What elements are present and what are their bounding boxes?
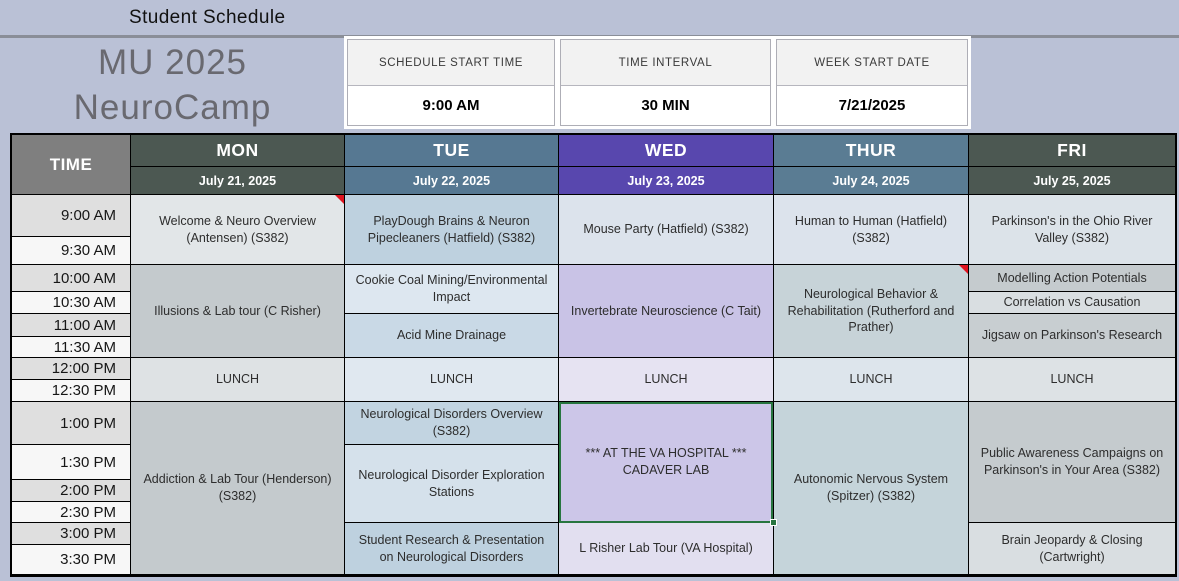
header-divider-line — [0, 35, 1179, 38]
time-cell[interactable]: 10:00 AM — [12, 265, 130, 292]
event-cell-thur-0[interactable]: Human to Human (Hatfield) (S382) — [774, 195, 968, 265]
event-cell-mon-3[interactable]: Addiction & Lab Tour (Henderson) (S382) — [131, 402, 344, 575]
day-column-thur: THUR July 24, 2025 Human to Human (Hatfiel… — [773, 135, 968, 575]
event-cell-fri-3[interactable]: Jigsaw on Parkinson's Research — [969, 314, 1175, 358]
event-cell-mon-1[interactable]: Illusions & Lab tour (C Risher) — [131, 265, 344, 358]
day-date-thur[interactable]: July 24, 2025 — [774, 167, 968, 195]
day-date-fri[interactable]: July 25, 2025 — [969, 167, 1175, 195]
event-cell-thur-1[interactable]: Neurological Behavior & Rehabilitation (… — [774, 265, 968, 358]
event-cell-tue-5[interactable]: Neurological Disorder Exploration Statio… — [345, 445, 558, 523]
time-cell[interactable]: 2:30 PM — [12, 502, 130, 523]
setting-time-interval: TIME INTERVAL 30 MIN — [560, 39, 771, 126]
event-cell-fri-2[interactable]: Correlation vs Causation — [969, 292, 1175, 314]
event-cell-fri-4[interactable]: LUNCH — [969, 358, 1175, 402]
sheet-top-strip: Student Schedule — [0, 0, 1179, 35]
event-cell-fri-6[interactable]: Brain Jeopardy & Closing (Cartwright) — [969, 523, 1175, 575]
day-header-mon[interactable]: MON — [131, 135, 344, 167]
time-cell[interactable]: 1:00 PM — [12, 402, 130, 445]
event-cell-tue-0[interactable]: PlayDough Brains & Neuron Pipecleaners (… — [345, 195, 558, 265]
setting-label: TIME INTERVAL — [561, 40, 770, 86]
event-cell-tue-2[interactable]: Acid Mine Drainage — [345, 314, 558, 358]
selection-fill-handle[interactable] — [770, 519, 777, 526]
day-events-wed: Mouse Party (Hatfield) (S382) Invertebrat… — [559, 195, 777, 575]
event-cell-fri-0[interactable]: Parkinson's in the Ohio River Valley (S3… — [969, 195, 1175, 265]
day-events-thur: Human to Human (Hatfield) (S382) Neurolog… — [774, 195, 968, 575]
event-cell-wed-1[interactable]: Invertebrate Neuroscience (C Tait) — [559, 265, 773, 358]
day-column-mon: MON July 21, 2025 Welcome & Neuro Overview… — [130, 135, 344, 575]
schedule-table: TIME 9:00 AM 9:30 AM 10:00 AM 10:30 AM 11:00… — [10, 133, 1177, 577]
event-cell-mon-2[interactable]: LUNCH — [131, 358, 344, 402]
week-start-date-value[interactable]: 7/21/2025 — [777, 86, 967, 125]
event-cell-mon-0[interactable]: Welcome & Neuro Overview (Antensen) (S38… — [131, 195, 344, 265]
day-column-fri: FRI July 25, 2025 Parkinson's in the Ohio … — [968, 135, 1175, 575]
day-header-tue[interactable]: TUE — [345, 135, 558, 167]
day-date-wed[interactable]: July 23, 2025 — [559, 167, 773, 195]
setting-label: WEEK START DATE — [777, 40, 967, 86]
time-column: TIME 9:00 AM 9:30 AM 10:00 AM 10:30 AM 11:00… — [12, 135, 130, 575]
day-events-fri: Parkinson's in the Ohio River Valley (S3… — [969, 195, 1175, 575]
schedule-start-time-value[interactable]: 9:00 AM — [348, 86, 554, 125]
event-cell-fri-1[interactable]: Modelling Action Potentials — [969, 265, 1175, 292]
comment-indicator-icon — [959, 265, 968, 274]
day-date-mon[interactable]: July 21, 2025 — [131, 167, 344, 195]
event-cell-wed-2[interactable]: LUNCH — [559, 358, 773, 402]
time-cell[interactable]: 10:30 AM — [12, 292, 130, 314]
day-header-wed[interactable]: WED — [559, 135, 773, 167]
event-cell-wed-0[interactable]: Mouse Party (Hatfield) (S382) — [559, 195, 773, 265]
event-cell-tue-4[interactable]: Neurological Disorders Overview (S382) — [345, 402, 558, 445]
camp-banner-line2: NeuroCamp — [73, 88, 272, 127]
day-date-tue[interactable]: July 22, 2025 — [345, 167, 558, 195]
time-cell[interactable]: 9:00 AM — [12, 195, 130, 237]
event-cell-wed-4[interactable]: L Risher Lab Tour (VA Hospital) — [559, 523, 773, 575]
time-cell[interactable]: 2:00 PM — [12, 480, 130, 502]
camp-banner: MU 2025 NeuroCamp — [0, 40, 345, 130]
event-cell-tue-1[interactable]: Cookie Coal Mining/Environmental Impact — [345, 265, 558, 314]
time-cell[interactable]: 3:30 PM — [12, 545, 130, 575]
page-title: Student Schedule — [129, 7, 286, 28]
time-cell[interactable]: 9:30 AM — [12, 237, 130, 265]
event-cell-fri-5[interactable]: Public Awareness Campaigns on Parkinson'… — [969, 402, 1175, 523]
day-events-mon: Welcome & Neuro Overview (Antensen) (S38… — [131, 195, 344, 575]
event-cell-wed-3[interactable]: *** AT THE VA HOSPITAL *** CADAVER LAB — [559, 402, 777, 526]
event-cell-thur-3[interactable]: Autonomic Nervous System (Spitzer) (S382… — [774, 402, 968, 575]
event-cell-tue-3[interactable]: LUNCH — [345, 358, 558, 402]
event-cell-tue-6[interactable]: Student Research & Presentation on Neuro… — [345, 523, 558, 575]
setting-label: SCHEDULE START TIME — [348, 40, 554, 86]
time-interval-value[interactable]: 30 MIN — [561, 86, 770, 125]
day-column-wed: WED July 23, 2025 Mouse Party (Hatfield) (… — [558, 135, 777, 575]
time-cell[interactable]: 11:30 AM — [12, 337, 130, 358]
time-rows: 9:00 AM 9:30 AM 10:00 AM 10:30 AM 11:00 AM 11… — [12, 195, 130, 575]
time-column-header[interactable]: TIME — [12, 135, 130, 195]
schedule-settings: SCHEDULE START TIME 9:00 AM TIME INTERVA… — [347, 39, 968, 126]
comment-indicator-icon — [335, 195, 344, 204]
camp-banner-line1: MU 2025 — [97, 43, 248, 82]
time-cell[interactable]: 11:00 AM — [12, 314, 130, 337]
setting-schedule-start-time: SCHEDULE START TIME 9:00 AM — [347, 39, 555, 126]
day-events-tue: PlayDough Brains & Neuron Pipecleaners (… — [345, 195, 558, 575]
setting-week-start-date: WEEK START DATE 7/21/2025 — [776, 39, 968, 126]
day-header-thur[interactable]: THUR — [774, 135, 968, 167]
day-column-tue: TUE July 22, 2025 PlayDough Brains & Neuro… — [344, 135, 558, 575]
event-cell-thur-2[interactable]: LUNCH — [774, 358, 968, 402]
time-cell[interactable]: 12:30 PM — [12, 380, 130, 402]
time-cell[interactable]: 12:00 PM — [12, 358, 130, 380]
time-cell[interactable]: 3:00 PM — [12, 523, 130, 545]
day-header-fri[interactable]: FRI — [969, 135, 1175, 167]
time-cell[interactable]: 1:30 PM — [12, 445, 130, 480]
